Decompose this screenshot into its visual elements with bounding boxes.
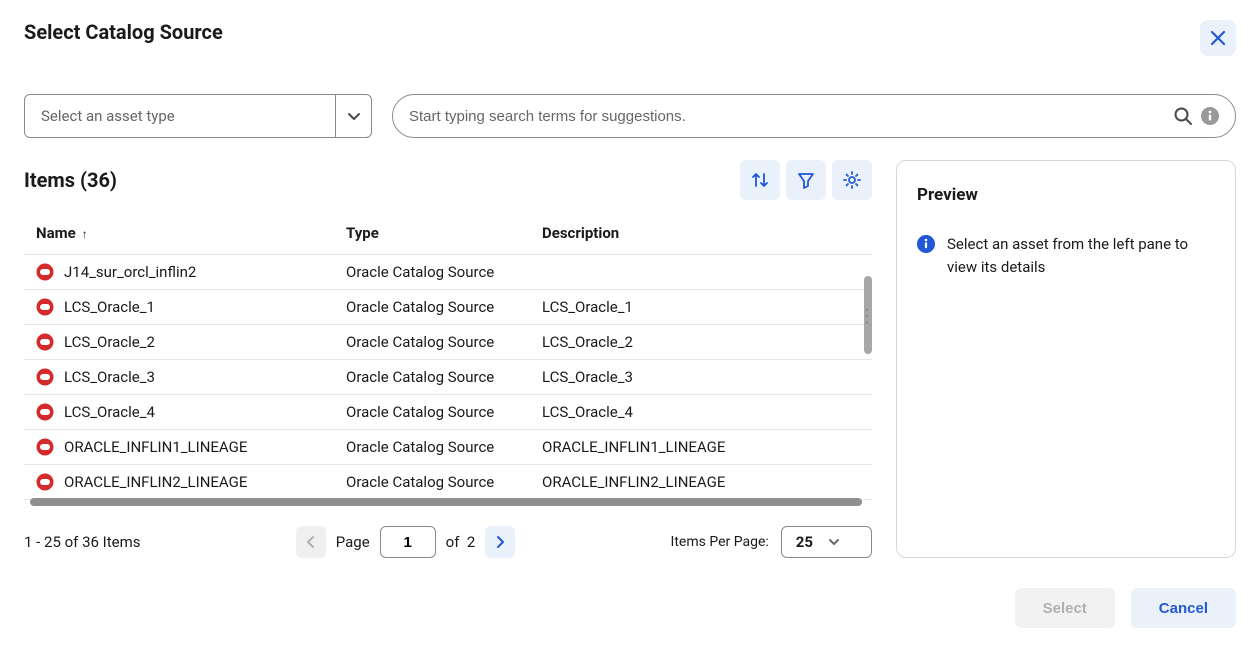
- oracle-db-icon: [36, 333, 54, 351]
- row-description: LCS_Oracle_3: [532, 360, 872, 395]
- horizontal-scrollbar[interactable]: [30, 498, 862, 506]
- preview-panel: Preview Select an asset from the left pa…: [896, 160, 1236, 558]
- sort-button[interactable]: [740, 160, 780, 200]
- asset-type-placeholder: Select an asset type: [25, 107, 335, 125]
- row-description: [532, 255, 872, 290]
- items-per-page-label: Items Per Page:: [671, 534, 769, 550]
- info-icon[interactable]: [1201, 107, 1219, 125]
- oracle-db-icon: [36, 473, 54, 491]
- table-row[interactable]: ORACLE_INFLIN1_LINEAGEOracle Catalog Sou…: [24, 430, 872, 465]
- oracle-db-icon: [36, 368, 54, 386]
- search-field[interactable]: [392, 94, 1236, 138]
- row-description: LCS_Oracle_4: [532, 395, 872, 430]
- filter-icon: [796, 170, 816, 190]
- table-row[interactable]: LCS_Oracle_3Oracle Catalog SourceLCS_Ora…: [24, 360, 872, 395]
- oracle-db-icon: [36, 263, 54, 281]
- row-type: Oracle Catalog Source: [336, 255, 532, 290]
- items-per-page-dropdown[interactable]: 25: [781, 526, 872, 558]
- close-icon: [1210, 30, 1226, 46]
- oracle-db-icon: [36, 438, 54, 456]
- chevron-left-icon: [304, 535, 318, 549]
- row-name: ORACLE_INFLIN1_LINEAGE: [64, 438, 247, 456]
- row-type: Oracle Catalog Source: [336, 325, 532, 360]
- page-input[interactable]: [380, 526, 436, 558]
- oracle-db-icon: [36, 403, 54, 421]
- next-page-button[interactable]: [485, 526, 515, 558]
- resize-handle-icon[interactable]: ⋮: [858, 314, 872, 320]
- select-button: Select: [1015, 588, 1115, 628]
- row-type: Oracle Catalog Source: [336, 290, 532, 325]
- row-type: Oracle Catalog Source: [336, 360, 532, 395]
- page-label: Page: [336, 533, 370, 551]
- dialog-title: Select Catalog Source: [24, 20, 223, 44]
- row-type: Oracle Catalog Source: [336, 430, 532, 465]
- table-row[interactable]: LCS_Oracle_1Oracle Catalog SourceLCS_Ora…: [24, 290, 872, 325]
- oracle-db-icon: [36, 298, 54, 316]
- table-row[interactable]: LCS_Oracle_2Oracle Catalog SourceLCS_Ora…: [24, 325, 872, 360]
- close-button[interactable]: [1200, 20, 1236, 56]
- row-name: LCS_Oracle_3: [64, 368, 155, 386]
- column-header-name[interactable]: Name↑: [24, 214, 336, 255]
- asset-type-dropdown[interactable]: Select an asset type: [24, 94, 372, 138]
- search-icon[interactable]: [1173, 106, 1193, 126]
- settings-button[interactable]: [832, 160, 872, 200]
- table-row[interactable]: J14_sur_orcl_inflin2 Oracle Catalog Sourc…: [24, 255, 872, 290]
- filter-button[interactable]: [786, 160, 826, 200]
- preview-message: Select an asset from the left pane to vi…: [947, 233, 1215, 278]
- search-input[interactable]: [409, 108, 1165, 125]
- row-description: LCS_Oracle_1: [532, 290, 872, 325]
- row-description: ORACLE_INFLIN2_LINEAGE: [532, 465, 872, 500]
- pagination-status: 1 - 25 of 36 Items: [24, 533, 141, 551]
- items-heading: Items (36): [24, 168, 117, 192]
- row-name: J14_sur_orcl_inflin2: [64, 263, 196, 281]
- info-icon: [917, 235, 935, 253]
- row-type: Oracle Catalog Source: [336, 465, 532, 500]
- chevron-down-icon: [335, 95, 371, 137]
- row-name: LCS_Oracle_1: [64, 298, 155, 316]
- row-description: LCS_Oracle_2: [532, 325, 872, 360]
- column-header-type[interactable]: Type: [336, 214, 532, 255]
- items-table: Name↑ Type Description J14_sur_orcl_infl…: [24, 214, 872, 500]
- row-name: LCS_Oracle_2: [64, 333, 155, 351]
- preview-title: Preview: [917, 185, 1215, 205]
- table-row[interactable]: ORACLE_INFLIN2_LINEAGEOracle Catalog Sou…: [24, 465, 872, 500]
- cancel-button[interactable]: Cancel: [1131, 588, 1236, 628]
- sort-icon: [750, 170, 770, 190]
- sort-asc-icon: ↑: [82, 227, 88, 241]
- gear-icon: [842, 170, 862, 190]
- chevron-right-icon: [493, 535, 507, 549]
- row-description: ORACLE_INFLIN1_LINEAGE: [532, 430, 872, 465]
- row-name: ORACLE_INFLIN2_LINEAGE: [64, 473, 247, 491]
- row-name: LCS_Oracle_4: [64, 403, 155, 421]
- of-label: of 2: [446, 533, 476, 551]
- prev-page-button: [296, 526, 326, 558]
- chevron-down-icon: [827, 535, 841, 549]
- row-type: Oracle Catalog Source: [336, 395, 532, 430]
- column-header-description[interactable]: Description: [532, 214, 872, 255]
- table-row[interactable]: LCS_Oracle_4Oracle Catalog SourceLCS_Ora…: [24, 395, 872, 430]
